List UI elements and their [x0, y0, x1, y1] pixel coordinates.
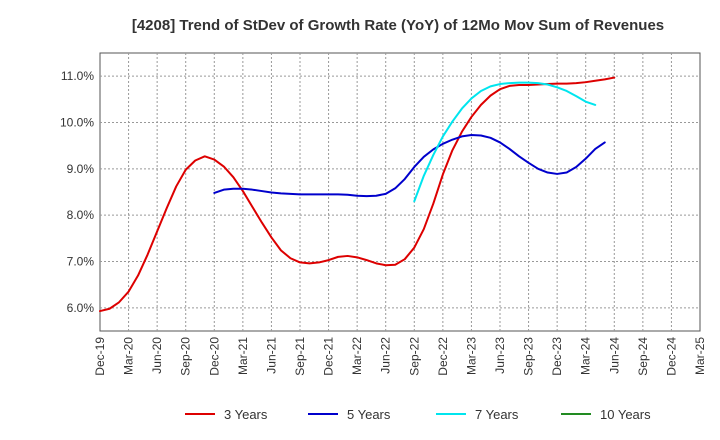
- x-tick-label: Jun-23: [493, 337, 507, 374]
- y-tick-label: 8.0%: [67, 208, 95, 222]
- x-tick-label: Sep-24: [636, 337, 650, 376]
- x-tick-label: Jun-21: [264, 337, 278, 374]
- legend-label-10-years: 10 Years: [600, 407, 651, 422]
- x-axis-ticks: Dec-19 Mar-20 Jun-20 Sep-20 Dec-20 Mar-21 Jun-…: [93, 337, 707, 376]
- legend: 3 Years 5 Years 7 Years 10 Years: [185, 407, 651, 422]
- x-tick-label: Dec-23: [550, 337, 564, 376]
- x-tick-label: Jun-20: [150, 337, 164, 374]
- y-tick-label: 7.0%: [67, 255, 95, 269]
- x-tick-label: Mar-24: [579, 337, 593, 375]
- x-tick-label: Mar-20: [122, 337, 136, 375]
- legend-label-7-years: 7 Years: [475, 407, 519, 422]
- x-tick-label: Dec-19: [93, 337, 107, 376]
- x-tick-label: Jun-22: [379, 337, 393, 374]
- y-tick-label: 9.0%: [67, 162, 95, 176]
- x-tick-label: Sep-22: [407, 337, 421, 376]
- series-line-5-years: [213, 134, 606, 198]
- legend-label-5-years: 5 Years: [347, 407, 391, 422]
- y-axis-ticks: 6.0% 7.0% 8.0% 9.0% 10.0% 11.0%: [60, 69, 94, 315]
- x-tick-label: Dec-22: [436, 337, 450, 376]
- y-tick-label: 10.0%: [60, 116, 94, 130]
- x-tick-label: Dec-24: [664, 337, 678, 376]
- x-tick-label: Mar-22: [350, 337, 364, 375]
- chart-title: [4208] Trend of StDev of Growth Rate (Yo…: [132, 17, 664, 34]
- x-tick-label: Sep-23: [522, 337, 536, 376]
- legend-label-3-years: 3 Years: [224, 407, 268, 422]
- x-tick-label: Sep-20: [179, 337, 193, 376]
- series-line-7-years: [413, 81, 597, 203]
- series-layer: [99, 76, 616, 313]
- x-tick-label: Mar-21: [236, 337, 250, 375]
- x-tick-label: Mar-25: [693, 337, 707, 375]
- plot-area: [99, 52, 701, 332]
- grid-layer: [100, 53, 700, 331]
- x-tick-label: Jun-24: [607, 337, 621, 374]
- x-tick-label: Mar-23: [464, 337, 478, 375]
- x-tick-label: Dec-20: [207, 337, 221, 376]
- y-tick-label: 6.0%: [67, 301, 95, 315]
- series-line-3-years: [99, 76, 616, 313]
- x-tick-label: Sep-21: [293, 337, 307, 376]
- x-tick-label: Dec-21: [322, 337, 336, 376]
- y-tick-label: 11.0%: [61, 69, 94, 83]
